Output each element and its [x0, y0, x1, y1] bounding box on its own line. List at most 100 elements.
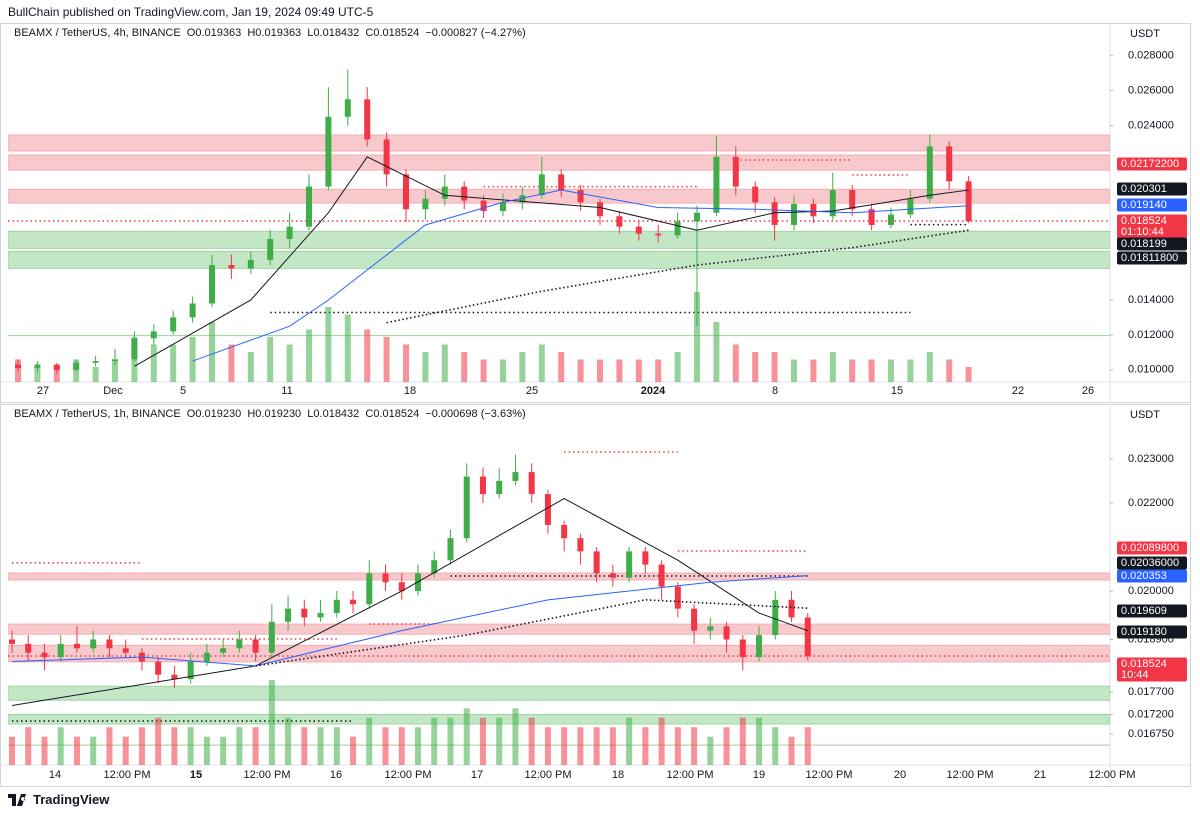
- price-badge-text: 0.019609: [1121, 605, 1167, 617]
- candle-body: [642, 551, 649, 565]
- time-label: 12:00 PM: [1088, 769, 1135, 781]
- price-badge-text: 0.020353: [1121, 570, 1167, 582]
- volume-bar: [398, 727, 405, 765]
- candle-body: [461, 186, 468, 201]
- candle-body: [73, 362, 80, 370]
- volume-bar: [150, 344, 157, 382]
- time-label: 20: [894, 769, 906, 781]
- price-badge-text: 0.01811800: [1121, 252, 1178, 264]
- candle-body: [325, 116, 332, 187]
- volume-bar: [480, 359, 487, 382]
- candle-body: [122, 648, 129, 653]
- plot-area: [8, 69, 1110, 382]
- brand-name: TradingView: [33, 792, 110, 807]
- volume-bar: [496, 717, 503, 765]
- volume-bar: [112, 359, 118, 382]
- brand-logo: [8, 793, 26, 806]
- candle-body: [25, 643, 32, 653]
- candle-body: [403, 174, 409, 210]
- time-label: 16: [330, 769, 342, 781]
- candle-body: [810, 204, 817, 217]
- volume-bar: [674, 352, 681, 382]
- price-badge: [1117, 214, 1187, 239]
- moving-average: [11, 497, 808, 707]
- y-tick-label: 0.026000: [1128, 85, 1174, 97]
- volume-bar: [713, 322, 720, 382]
- volume-bar: [366, 717, 373, 765]
- volume-bar: [285, 717, 292, 765]
- volume-bar: [306, 329, 312, 382]
- volume-bar: [228, 344, 235, 382]
- candle-body: [34, 364, 41, 369]
- price-badge: [1117, 237, 1187, 251]
- candle-body: [965, 181, 972, 222]
- volume-bar: [383, 337, 390, 382]
- candle-body: [228, 265, 235, 269]
- y-tick-label: 0.016750: [1128, 728, 1174, 740]
- time-label: 17: [471, 769, 483, 781]
- volume-bar: [220, 736, 227, 765]
- volume-bar: [658, 717, 665, 765]
- volume-bar: [691, 727, 698, 765]
- candle-body: [344, 99, 351, 117]
- volume-bar: [732, 344, 739, 382]
- publish-header: BullChain published on TradingView.com, …: [8, 5, 374, 19]
- candle-body: [500, 202, 506, 211]
- candle-body: [15, 364, 21, 369]
- volume-bar: [344, 314, 351, 382]
- volume-bar: [301, 727, 308, 765]
- time-label: Dec: [103, 385, 123, 397]
- time-label: 27: [37, 385, 49, 397]
- candle-body: [577, 538, 584, 552]
- price-badge-timer: 01:10:44: [1121, 226, 1164, 238]
- time-label: 26: [1082, 385, 1094, 397]
- volume-bar: [577, 359, 584, 382]
- currency: USDT: [1130, 28, 1160, 40]
- candle-body: [306, 186, 312, 227]
- time-label: 22: [1012, 385, 1024, 397]
- volume-bar: [609, 727, 616, 765]
- volume-bar: [447, 717, 454, 765]
- candle-body: [441, 186, 448, 199]
- candle-body: [422, 198, 429, 210]
- time-label: 12:00 PM: [384, 769, 431, 781]
- price-badge-text: 0.018524: [1121, 658, 1167, 670]
- candle-body: [946, 146, 953, 182]
- volume-bar: [41, 736, 48, 765]
- volume-bar: [791, 359, 797, 382]
- candle-body: [804, 617, 811, 657]
- volume-bar: [247, 352, 254, 382]
- candle-body: [187, 661, 194, 680]
- candle-body: [512, 472, 519, 481]
- volume-bar: [694, 292, 700, 382]
- volume-bar: [431, 717, 438, 765]
- volume-bar: [382, 727, 389, 765]
- price-badge-text: 0.018199: [1121, 238, 1167, 250]
- price-badge-text: 0.019140: [1121, 199, 1167, 211]
- time-label: 5: [180, 385, 186, 397]
- volume-bar: [829, 352, 836, 382]
- volume-bar: [907, 359, 914, 382]
- volume-bar: [538, 344, 545, 382]
- candle-body: [106, 639, 113, 649]
- footer-brand[interactable]: TradingView: [8, 792, 109, 807]
- candle-body: [171, 674, 178, 680]
- volume-bar: [92, 367, 99, 382]
- volume-bar: [561, 727, 568, 765]
- y-tick-label: 0.010000: [1128, 364, 1174, 376]
- candle-body: [519, 195, 526, 203]
- volume-bar: [236, 727, 243, 765]
- volume-bar: [616, 359, 623, 382]
- candle-body: [203, 652, 210, 662]
- candle-body: [694, 212, 700, 222]
- candle-body: [268, 621, 275, 653]
- candle-body: [655, 233, 662, 236]
- volume-bar: [267, 337, 274, 382]
- volume-bar: [325, 307, 332, 382]
- volume-bar: [9, 736, 15, 765]
- time-label: 8: [772, 385, 778, 397]
- time-label: 18: [612, 769, 624, 781]
- price-badge: [1117, 569, 1187, 583]
- candle-body: [90, 639, 97, 649]
- candle-body: [209, 265, 215, 304]
